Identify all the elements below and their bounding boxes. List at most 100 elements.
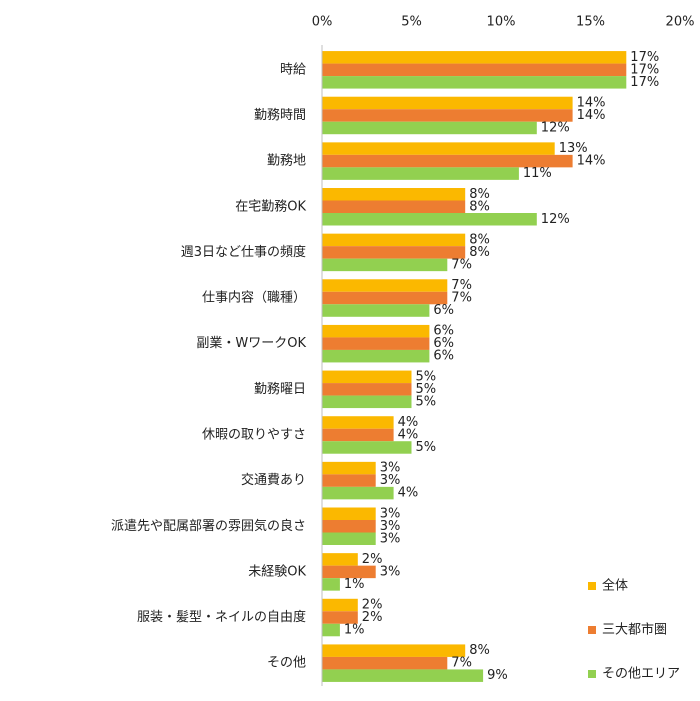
bar — [322, 532, 376, 545]
value-label: 11% — [523, 166, 552, 181]
value-label: 3% — [380, 473, 401, 488]
value-label: 2% — [362, 552, 383, 567]
value-label: 8% — [469, 643, 490, 658]
value-label: 5% — [416, 440, 437, 455]
bar — [322, 349, 430, 363]
bar — [322, 154, 573, 168]
bar — [322, 611, 358, 624]
bar — [322, 304, 430, 317]
bar — [322, 51, 627, 64]
value-label: 3% — [380, 461, 401, 476]
value-label: 14% — [577, 154, 606, 169]
y-tick-label: その他 — [267, 656, 306, 671]
legend-label: その他エリア — [602, 667, 680, 682]
bar — [322, 644, 466, 657]
legend-swatch — [588, 626, 596, 634]
bar — [322, 188, 466, 201]
y-tick-label: 休暇の取りやすさ — [202, 427, 306, 442]
bar — [322, 395, 412, 409]
x-tick-label: 5% — [401, 15, 422, 30]
value-label: 8% — [469, 232, 490, 247]
bar — [322, 565, 376, 579]
y-tick-label: 派遣先や配属部署の雰囲気の良さ — [111, 518, 306, 534]
bar — [322, 337, 430, 350]
y-tick-label: 勤務時間 — [254, 108, 306, 123]
bar — [322, 623, 340, 637]
value-label: 3% — [380, 519, 401, 534]
value-label: 8% — [469, 199, 490, 214]
value-label: 17% — [630, 50, 659, 65]
value-label: 6% — [433, 324, 454, 339]
value-label: 17% — [630, 62, 659, 77]
value-label: 8% — [469, 245, 490, 260]
value-label: 4% — [398, 427, 419, 442]
y-tick-label: 服装・髪型・ネイルの自由度 — [137, 609, 306, 625]
y-tick-label: 仕事内容（職種） — [202, 290, 306, 306]
value-label: 12% — [541, 120, 570, 135]
value-label: 6% — [433, 303, 454, 318]
value-label: 3% — [380, 506, 401, 521]
bar — [322, 291, 448, 305]
value-label: 3% — [380, 531, 401, 546]
bar — [322, 416, 394, 429]
value-label: 5% — [416, 369, 437, 384]
bar — [322, 121, 537, 135]
value-label: 6% — [433, 336, 454, 351]
y-tick-label: 副業・WワークOK — [196, 335, 306, 351]
legend-label: 全体 — [602, 578, 628, 594]
bar — [322, 578, 340, 591]
bar — [322, 520, 376, 533]
bar — [322, 324, 430, 338]
value-label: 1% — [344, 577, 365, 592]
value-label: 5% — [416, 382, 437, 397]
value-label: 12% — [541, 212, 570, 227]
value-label: 13% — [559, 141, 588, 156]
y-tick-label: 未経験OK — [248, 564, 306, 579]
value-label: 4% — [398, 415, 419, 430]
bar — [322, 200, 466, 213]
x-tick-label: 0% — [312, 15, 333, 30]
value-label: 2% — [362, 610, 383, 625]
y-tick-label: 交通費あり — [241, 472, 306, 488]
bar — [322, 76, 627, 89]
value-label: 14% — [577, 108, 606, 123]
value-label: 14% — [577, 95, 606, 110]
y-tick-label: 勤務地 — [267, 154, 306, 169]
bar — [322, 258, 448, 272]
value-label: 2% — [362, 598, 383, 613]
value-label: 7% — [451, 257, 472, 272]
y-tick-label: 週3日など仕事の頻度 — [181, 244, 306, 260]
bar — [322, 461, 376, 475]
bar — [322, 370, 412, 384]
value-label: 4% — [398, 486, 419, 501]
bar — [322, 109, 573, 122]
bar — [322, 656, 448, 670]
bar — [322, 233, 466, 247]
legend-swatch — [588, 670, 596, 678]
x-tick-label: 10% — [487, 15, 516, 30]
x-tick-label: 15% — [576, 15, 605, 30]
value-label: 17% — [630, 75, 659, 90]
value-label: 7% — [451, 291, 472, 306]
y-tick-label: 時給 — [280, 62, 306, 77]
value-label: 7% — [451, 656, 472, 671]
value-label: 9% — [487, 668, 508, 683]
value-label: 1% — [344, 623, 365, 638]
bar — [322, 553, 358, 566]
bar — [322, 96, 573, 110]
value-label: 5% — [416, 394, 437, 409]
bar — [322, 142, 555, 155]
bar — [322, 441, 412, 454]
value-label: 7% — [451, 278, 472, 293]
bar — [322, 598, 358, 612]
bar — [322, 246, 466, 259]
y-tick-label: 在宅勤務OK — [235, 199, 306, 214]
legend-swatch — [588, 582, 596, 590]
y-tick-label: 勤務曜日 — [254, 382, 306, 397]
bar — [322, 167, 519, 180]
bar — [322, 63, 627, 77]
x-tick-label: 20% — [666, 15, 695, 30]
value-label: 8% — [469, 187, 490, 202]
bar — [322, 486, 394, 500]
